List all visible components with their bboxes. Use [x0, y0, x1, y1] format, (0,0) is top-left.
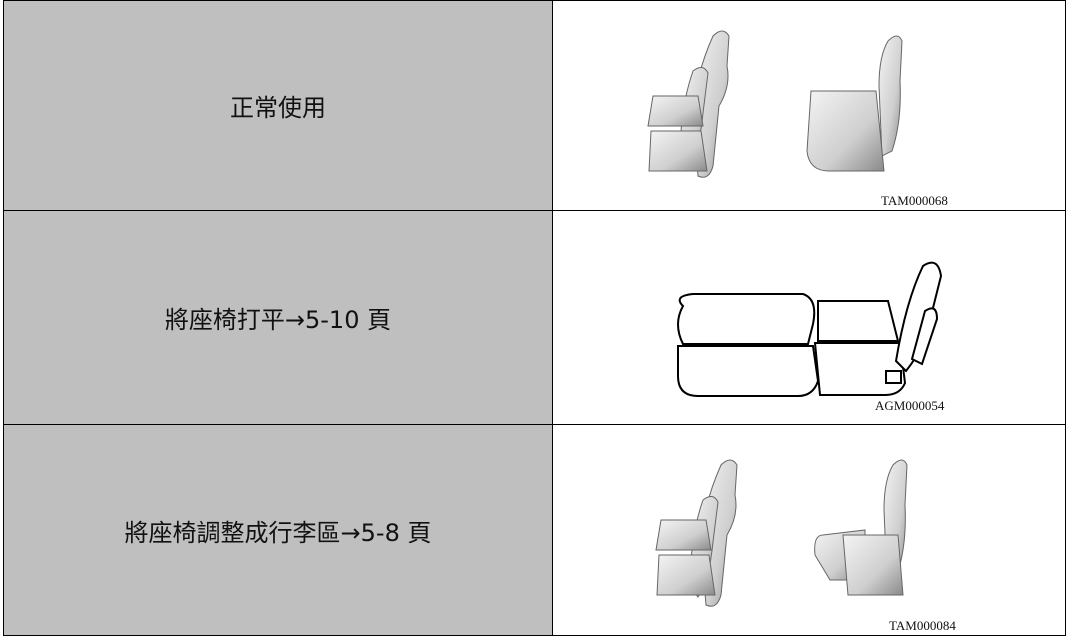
row-label: 將座椅調整成行李區→5-8 頁: [4, 425, 553, 635]
illustration: AGM000054: [553, 211, 1065, 424]
illustration: TAM000084: [553, 425, 1065, 635]
seat-illustration: [655, 459, 908, 607]
table-row: 將座椅打平→5-10 頁 AGM000054: [3, 210, 1066, 425]
image-code: TAM000068: [881, 193, 948, 208]
seat-illustration: [647, 30, 903, 178]
illustration: TAM000068: [553, 1, 1065, 210]
image-code: AGM000054: [875, 398, 945, 413]
image-code: TAM000084: [889, 618, 956, 633]
table-row: 將座椅調整成行李區→5-8 頁 TAM000084: [3, 424, 1066, 636]
table-row: 正常使用 TAM000068: [3, 0, 1066, 211]
row-label: 正常使用: [4, 1, 553, 210]
seat-illustration: [677, 261, 943, 397]
row-label: 將座椅打平→5-10 頁: [4, 211, 553, 424]
